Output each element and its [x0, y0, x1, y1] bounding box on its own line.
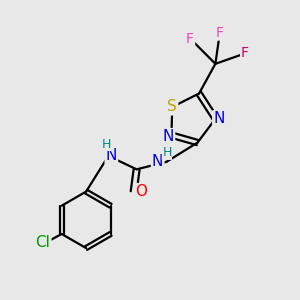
Text: F: F — [216, 26, 224, 40]
Text: Cl: Cl — [35, 236, 50, 250]
Text: O: O — [135, 184, 147, 199]
Text: F: F — [241, 46, 249, 60]
Text: S: S — [167, 99, 177, 114]
Text: N: N — [213, 111, 225, 126]
Text: H: H — [102, 138, 112, 151]
Text: N: N — [163, 129, 174, 144]
Text: N: N — [152, 154, 164, 169]
Text: F: F — [186, 32, 194, 46]
Text: H: H — [162, 146, 172, 160]
Text: N: N — [106, 148, 117, 164]
